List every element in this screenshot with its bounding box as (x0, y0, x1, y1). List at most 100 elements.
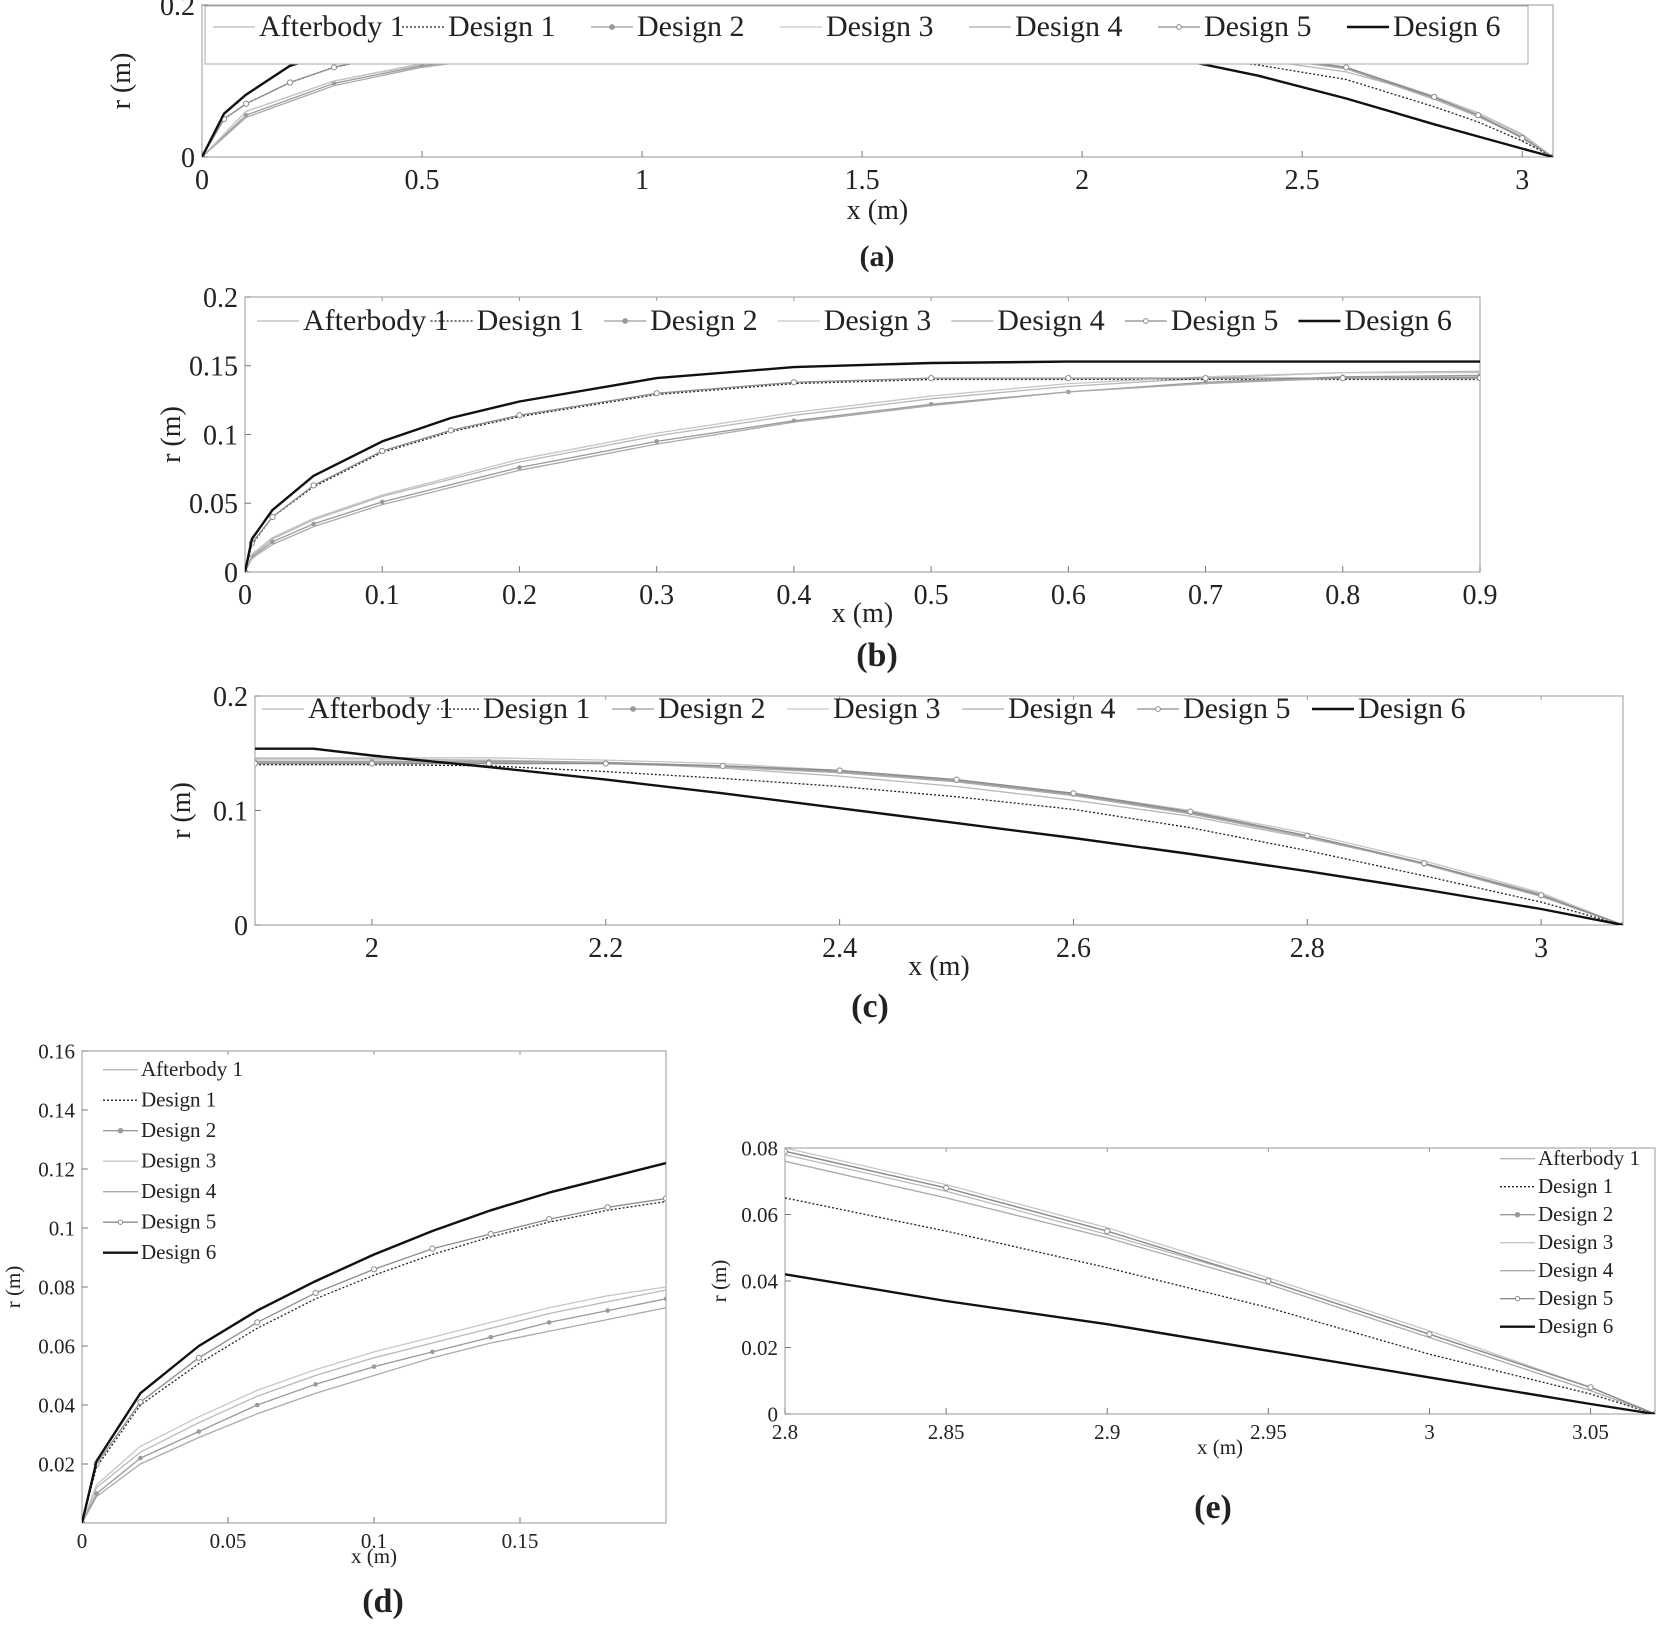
x-tick-label: 0.1 (365, 580, 400, 611)
y-tick-label: 0.2 (203, 283, 238, 314)
data-point-design-5 (719, 762, 726, 769)
legend: Afterbody 1 Design 1 Design 2 Design 3 Desig… (262, 692, 1466, 725)
series-line-design-1 (202, 49, 1553, 157)
data-point-design-5 (790, 379, 797, 386)
y-tick-label: 0.08 (741, 1136, 778, 1160)
legend-marker-design-5 (117, 1219, 124, 1225)
x-tick-label: 0 (195, 165, 209, 196)
x-tick-label: 0.8 (1325, 580, 1360, 611)
data-point-design-5 (928, 375, 935, 382)
legend-label-design-4: Design 4 (1015, 10, 1123, 43)
panel-caption: (a) (860, 240, 895, 273)
data-point-design-5 (653, 390, 660, 397)
data-point-design-5 (662, 1195, 666, 1202)
data-point-design-5 (1339, 375, 1346, 382)
x-tick-label: 0 (77, 1529, 88, 1553)
y-tick-label: 0.05 (189, 489, 238, 520)
legend-label-design-2: Design 2 (637, 10, 745, 43)
y-tick-label: 0.04 (741, 1269, 778, 1293)
series-design-6 (82, 1161, 666, 1523)
data-point-design-5 (1104, 1228, 1111, 1235)
y-tick-label: 0.1 (203, 420, 238, 451)
series-line-design-1 (82, 1200, 666, 1523)
series-line-design-4 (785, 1160, 1655, 1414)
series-line-afterbody-1 (785, 1154, 1655, 1414)
series-line-afterbody-1 (82, 1289, 666, 1523)
legend-marker-design-2 (630, 706, 636, 712)
x-tick-label: 2.6 (1056, 933, 1091, 964)
y-tick-label: 0.16 (38, 1039, 75, 1063)
legend-label-afterbody-1: Afterbody 1 (259, 10, 405, 43)
legend-label-design-3: Design 3 (833, 692, 941, 725)
x-tick-label: 1 (635, 165, 649, 196)
y-tick-label: 0 (768, 1402, 779, 1426)
legend-label-design-3: Design 3 (1538, 1230, 1613, 1254)
data-point-design-2 (94, 1491, 99, 1496)
legend-label-design-6: Design 6 (1538, 1314, 1613, 1338)
y-axis-label: r (m) (106, 53, 137, 110)
series-design-5 (82, 1195, 666, 1523)
legend-label-afterbody-1: Afterbody 1 (303, 304, 449, 337)
data-point-design-2 (663, 1296, 666, 1302)
series-design-1 (255, 764, 1623, 925)
legend: Afterbody 1 Design 1 Design 2 Design 3 Desig… (1500, 1146, 1640, 1338)
x-tick-label: 2.95 (1250, 1420, 1287, 1444)
series-line-design-6 (245, 360, 1480, 572)
panel-caption: (b) (856, 637, 898, 674)
y-tick-label: 0.02 (38, 1452, 75, 1476)
series-design-3 (245, 371, 1480, 572)
data-point-design-5 (312, 1289, 319, 1297)
x-tick-label: 0 (238, 580, 252, 611)
data-point-design-2 (196, 1429, 202, 1434)
plot-frame (784, 1147, 1656, 1415)
data-point-design-5 (1587, 1384, 1594, 1391)
series-design-1 (785, 1197, 1655, 1414)
plot-frame (244, 296, 1481, 573)
y-tick-label: 0.1 (213, 796, 248, 827)
y-tick-label: 0.02 (741, 1336, 778, 1360)
y-tick-label: 0.2 (160, 0, 195, 22)
data-point-design-2 (371, 1364, 377, 1369)
x-tick-label: 3 (1515, 165, 1529, 196)
data-point-design-5 (379, 447, 386, 455)
series-design-1 (82, 1200, 666, 1523)
plot-frame (254, 695, 1624, 926)
data-point-design-5 (1431, 93, 1438, 101)
data-point-design-5 (1475, 112, 1482, 119)
legend-label-design-6: Design 6 (1344, 304, 1452, 337)
legend: Afterbody 1 Design 1 Design 2 Design 3 Desig… (103, 1057, 243, 1264)
x-tick-label: 2.4 (822, 933, 857, 964)
series-design-5 (785, 1148, 1655, 1414)
y-tick-label: 0.06 (38, 1334, 75, 1358)
data-point-design-5 (370, 1266, 378, 1273)
series-line-design-2 (82, 1298, 666, 1523)
data-point-design-5 (546, 1216, 553, 1223)
data-point-design-5 (1070, 790, 1077, 797)
series-line-design-1 (785, 1197, 1655, 1414)
legend-marker-design-5 (1142, 318, 1149, 324)
chart-d: 0 0.05 0.1 0.15 0.02 0.04 0.06 0.08 0.1 0.12 0.14 0… (1, 1039, 667, 1620)
legend-marker-design-5 (1155, 706, 1161, 712)
x-tick-label: 1.5 (845, 165, 880, 196)
series-design-4 (785, 1160, 1655, 1414)
series-design-6 (255, 747, 1623, 925)
series-design-5 (255, 760, 1623, 925)
series-design-1 (245, 378, 1480, 572)
data-point-design-5 (286, 79, 294, 86)
data-point-design-5 (1519, 134, 1526, 142)
data-point-design-5 (269, 513, 276, 521)
data-point-design-5 (487, 1230, 494, 1238)
legend-marker-design-2 (622, 318, 629, 324)
legend-marker-design-5 (1176, 24, 1182, 30)
legend-marker-design-2 (1514, 1212, 1521, 1218)
legend-label-design-5: Design 5 (1538, 1286, 1613, 1310)
series-line-design-3 (82, 1286, 666, 1523)
x-tick-label: 0.3 (639, 580, 674, 611)
legend-label-afterbody-1: Afterbody 1 (1538, 1146, 1640, 1170)
series-line-design-6 (255, 747, 1623, 925)
data-point-design-5 (1304, 832, 1311, 839)
x-tick-label: 2.2 (588, 933, 623, 964)
legend-label-design-6: Design 6 (1393, 10, 1501, 43)
legend-label-afterbody-1: Afterbody 1 (308, 692, 454, 725)
data-point-design-2 (517, 465, 522, 470)
